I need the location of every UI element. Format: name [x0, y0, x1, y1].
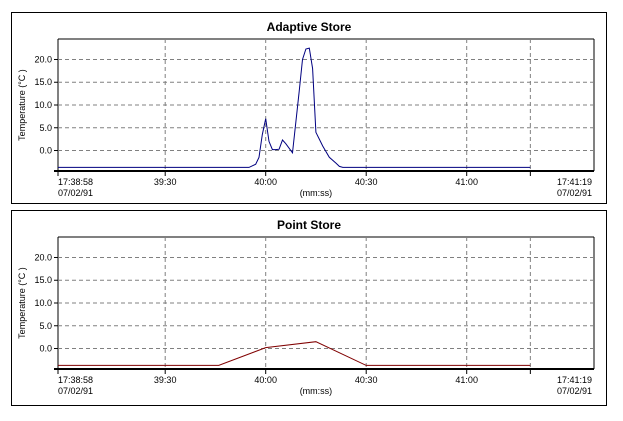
x-tick-date-label: 07/02/91 [58, 188, 93, 198]
x-axis-label: (mm:ss) [300, 188, 333, 198]
x-tick-label: 17:38:58 [58, 177, 93, 187]
x-tick-label: 41:00 [455, 375, 478, 385]
adaptive-store-chart: Adaptive Store 20.0 15.0 10.0 5.0 0.0 17:38:58… [17, 20, 595, 198]
x-tick-label: 17:41:19 [557, 177, 592, 187]
y-tick-label: 15.0 [34, 77, 52, 87]
y-tick-label: 0.0 [39, 344, 52, 354]
x-tick-label: 17:41:19 [557, 375, 592, 385]
y-tick-label: 15.0 [34, 275, 52, 285]
x-axis-label: (mm:ss) [300, 386, 333, 396]
x-tick-date-label: 07/02/91 [58, 386, 93, 396]
x-tick-label: 39:30 [154, 177, 177, 187]
x-tick-label: 40:00 [254, 177, 277, 187]
x-tick-label: 40:00 [254, 375, 277, 385]
y-tick-label: 20.0 [34, 252, 52, 262]
series-line [58, 47, 531, 168]
x-tick-label: 40:30 [355, 375, 378, 385]
x-tick-label: 39:30 [154, 375, 177, 385]
y-tick-label: 20.0 [34, 54, 52, 64]
series-line [58, 341, 531, 366]
y-tick-label: 10.0 [34, 298, 52, 308]
y-tick-label: 5.0 [39, 123, 52, 133]
chart-title: Adaptive Store [267, 20, 352, 34]
y-axis-label: Temperature (°C ) [17, 69, 27, 141]
y-axis-label: Temperature (°C ) [17, 267, 27, 339]
x-tick-date-label: 07/02/91 [557, 188, 592, 198]
x-tick-date-label: 07/02/91 [557, 386, 592, 396]
x-tick-label: 17:38:58 [58, 375, 93, 385]
adaptive-store-panel: Adaptive Store 20.0 15.0 10.0 5.0 0.0 17:38:58… [11, 12, 607, 204]
x-tick-label: 41:00 [455, 177, 478, 187]
point-store-chart: Point Store20.015.010.05.00.017:38:5807/… [17, 218, 595, 396]
x-tick-label: 40:30 [355, 177, 378, 187]
point-store-panel: Point Store 20.0 15.0 10.0 5.0 0.0 17:38:58 07/… [11, 210, 607, 406]
y-tick-label: 0.0 [39, 146, 52, 156]
y-tick-label: 10.0 [34, 100, 52, 110]
chart-title: Point Store [277, 218, 341, 232]
y-tick-label: 5.0 [39, 321, 52, 331]
